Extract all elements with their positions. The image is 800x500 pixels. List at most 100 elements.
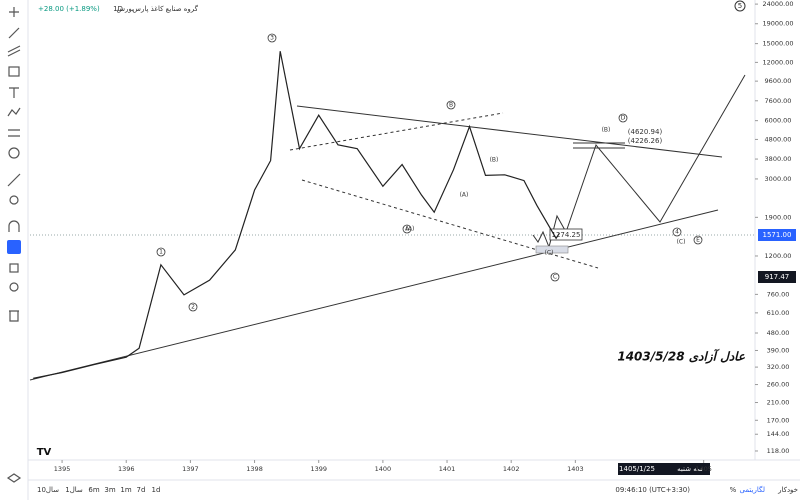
y-tick-label: 19000.00 — [762, 20, 793, 28]
y-tick-label: 390.00 — [767, 346, 790, 354]
wave-label: (B) — [602, 127, 611, 134]
measure-tool[interactable] — [7, 173, 21, 187]
y-tick-label: 170.00 — [767, 416, 790, 424]
y-tick-label: 760.00 — [767, 290, 790, 298]
cursor-date-box — [618, 463, 710, 475]
price-change: +28.00 (+1.89%) — [38, 5, 100, 13]
y-tick-label: 24000.00 — [762, 0, 793, 8]
range-button[interactable]: 10سال — [37, 486, 59, 494]
exchange: بورس — [117, 5, 135, 13]
range-button[interactable]: 1سال — [65, 486, 83, 494]
y-tick-label: 610.00 — [767, 309, 790, 317]
y-tick-label: 9600.00 — [765, 77, 792, 85]
magnet-tool[interactable] — [8, 220, 20, 232]
wave-circle — [156, 247, 166, 257]
support-line — [29, 209, 719, 381]
y-tick-label: 260.00 — [767, 381, 790, 389]
wave-label: E — [696, 237, 700, 244]
range-button[interactable]: 7d — [137, 486, 146, 494]
y-tick-label: 1900.00 — [765, 213, 792, 221]
marker-price-box — [758, 271, 796, 283]
log-toggle[interactable]: لگاریتمی — [740, 485, 765, 494]
wave-label: B — [449, 102, 453, 109]
y-tick-label: 7600.00 — [765, 97, 792, 105]
caption: عادل آزادی 1403/5/28 — [617, 349, 745, 365]
cursor-weekday: سه شنبه — [677, 465, 703, 473]
wave-label: 2 — [191, 304, 195, 311]
range-button[interactable]: 1d — [152, 486, 161, 494]
wave-label: C — [553, 274, 557, 281]
x-tick-label: 1403 — [567, 465, 584, 473]
wave-circle — [188, 302, 198, 312]
y-tick-label: 118.00 — [767, 447, 790, 455]
fib-tool[interactable] — [8, 129, 20, 137]
range-button[interactable]: 6m — [88, 486, 99, 494]
pattern-tool[interactable] — [7, 107, 21, 117]
wave-label: D — [621, 115, 626, 122]
range-button[interactable]: 1m — [120, 486, 131, 494]
x-tick-label: 1396 — [118, 465, 135, 473]
wave-label: (A) — [406, 226, 415, 233]
y-tick-label: 320.00 — [767, 363, 790, 371]
y-tick-label: 480.00 — [767, 329, 790, 337]
auto-toggle[interactable]: خودکار — [777, 486, 798, 494]
range-button[interactable]: 3m — [104, 486, 115, 494]
corner-badge — [734, 0, 746, 12]
x-tick-label: 1398 — [246, 465, 263, 473]
y-tick-label: 210.00 — [767, 399, 790, 407]
drawings: 1274.25 (4620.94) (4226.26) عادل آزادی 1… — [29, 74, 746, 458]
wave-label: 4 — [675, 229, 679, 236]
x-tick-label: 1401 — [439, 465, 456, 473]
corner-label: 5 — [738, 2, 742, 10]
x-tick-label: 1399 — [310, 465, 327, 473]
level-label: (4620.94) — [628, 128, 663, 136]
wave-circle — [672, 227, 682, 237]
y-tick-label: 3800.00 — [765, 155, 792, 163]
wave-label: (C) — [677, 239, 686, 246]
last-price-box — [758, 229, 796, 241]
lock-drawing-active[interactable] — [7, 240, 21, 254]
x-tick-label: 1397 — [182, 465, 199, 473]
x-tick-label: 1400 — [375, 465, 392, 473]
channel-tool[interactable] — [7, 45, 21, 57]
projection-path — [532, 74, 746, 249]
y-tick-label: 4800.00 — [765, 135, 792, 143]
resistance-line — [296, 105, 723, 158]
marker-price: 917.47 — [765, 273, 790, 281]
wave-label: 1 — [159, 249, 163, 256]
y-tick-label: 1200.00 — [765, 252, 792, 260]
y-tick-label: 6000.00 — [765, 117, 792, 125]
percent-toggle[interactable]: % — [730, 486, 737, 494]
wave-circle — [550, 272, 560, 282]
symbol-name: گروه صنایع کاغذ پارس — [132, 4, 198, 13]
zone-box — [535, 245, 569, 254]
last-price: 1571.00 — [763, 231, 792, 239]
wave-label: (C) — [545, 250, 554, 257]
wave-label: 3 — [270, 35, 274, 42]
wave-circle — [446, 100, 456, 110]
cursor-date: 1405/1/25 — [619, 465, 655, 473]
delete-tool[interactable] — [9, 310, 19, 322]
y-tick-label: 12000.00 — [762, 58, 793, 66]
wave-circle — [402, 224, 412, 234]
wave-label: A — [405, 226, 410, 233]
interval: 1D — [113, 5, 123, 13]
line-tool[interactable] — [8, 27, 20, 39]
layers-tool[interactable] — [6, 473, 22, 483]
lock-tool[interactable] — [9, 263, 19, 273]
zoom-tool[interactable] — [9, 195, 19, 205]
text-tool[interactable] — [9, 87, 19, 98]
clock: 09:46:10 (UTC+3:30) — [615, 486, 690, 494]
wave-label: (B) — [490, 157, 499, 164]
icon-tool[interactable] — [8, 147, 20, 159]
y-tick-label: 15000.00 — [762, 40, 793, 48]
shape-tool[interactable] — [8, 66, 20, 77]
y-tick-label: 3000.00 — [765, 175, 792, 183]
x-tick-label: 1405 — [695, 465, 712, 473]
toolbar — [6, 0, 29, 500]
visibility-tool[interactable] — [9, 282, 19, 292]
wave-circle — [618, 113, 628, 123]
crosshair-tool[interactable] — [9, 7, 19, 17]
